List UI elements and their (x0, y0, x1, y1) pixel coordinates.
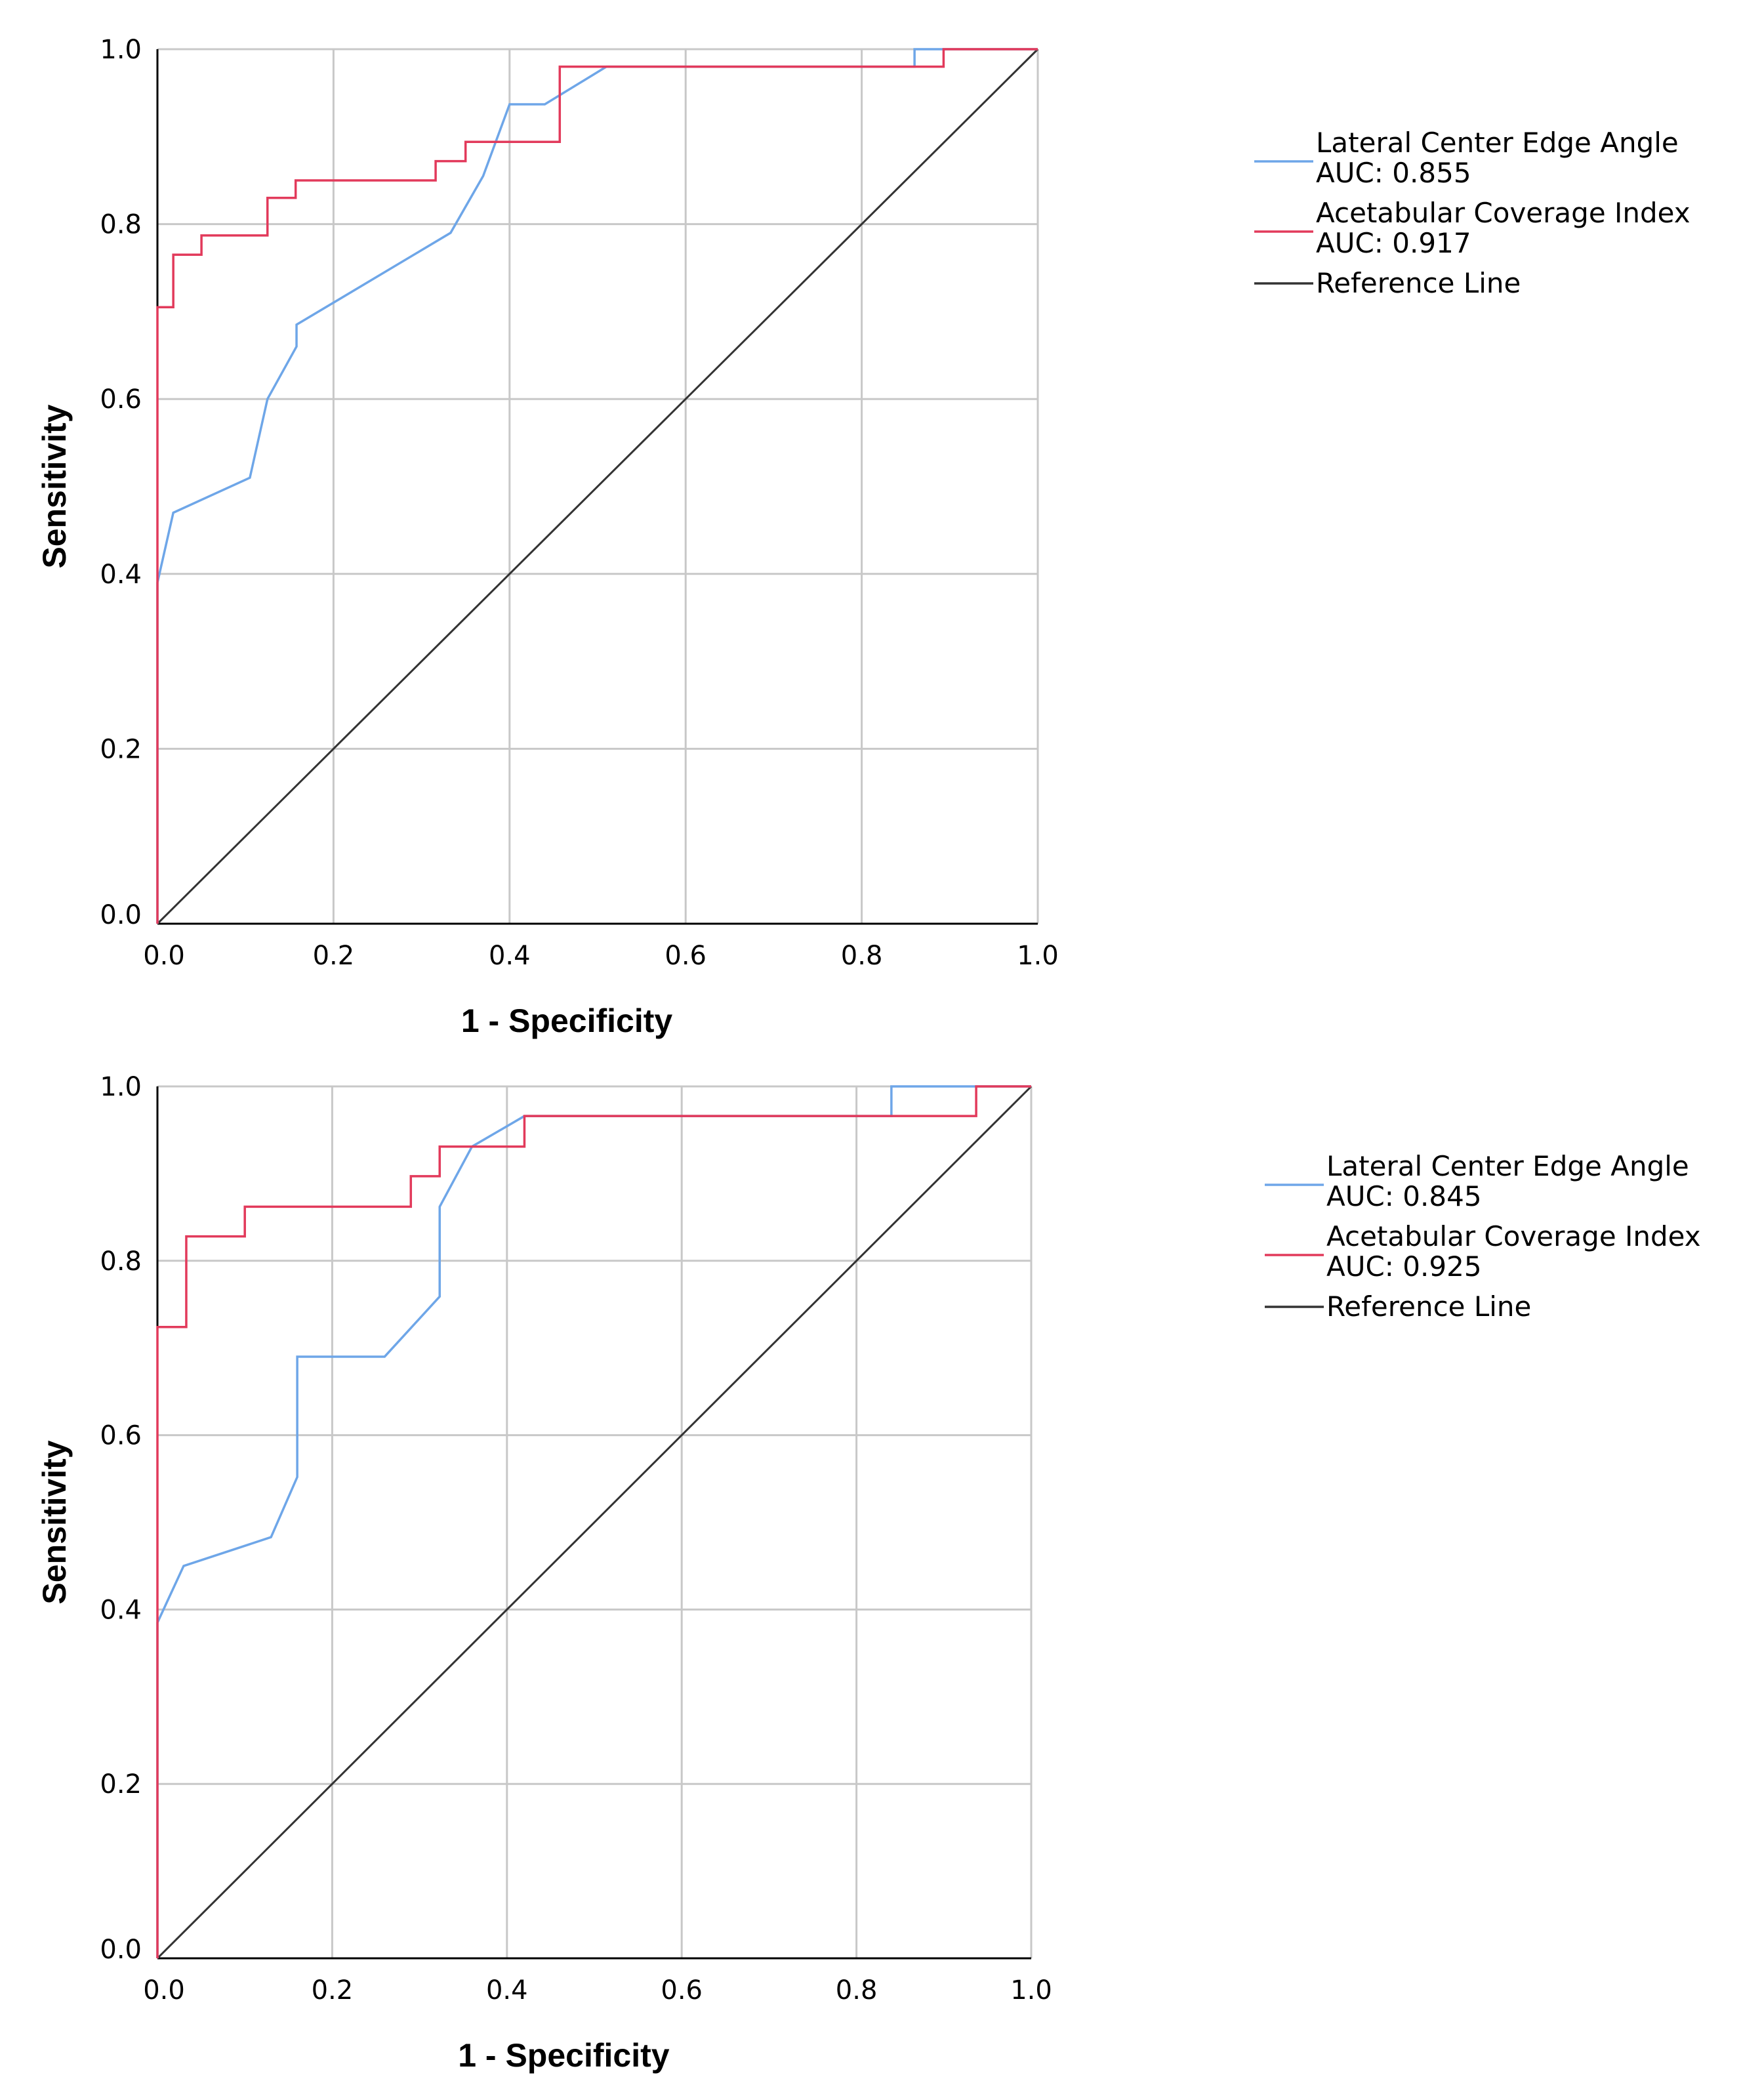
legend-auc-acetabular-coverage-index: AUC: 0.917 (1316, 227, 1471, 259)
x-axis-title: 1 - Specificity (458, 2037, 670, 2074)
legend-label-reference-line: Reference Line (1326, 1290, 1531, 1323)
x-tick-label: 0.0 (143, 1975, 185, 2006)
x-tick-label: 0.6 (661, 1975, 703, 2006)
y-tick-label: 0.0 (100, 900, 142, 930)
x-tick-label: 1.0 (1010, 1975, 1052, 2006)
series-line-acetabular-coverage-index (156, 48, 1038, 924)
legend-label-acetabular-coverage-index: Acetabular Coverage Index (1326, 1220, 1701, 1252)
x-tick-label: 0.8 (841, 941, 883, 971)
x-tick-label: 0.4 (489, 941, 531, 971)
y-tick-label: 0.2 (100, 734, 142, 764)
y-axis-title: Sensitivity (36, 404, 73, 568)
x-tick-label: 0.4 (486, 1975, 528, 2006)
legend-auc-lateral-center-edge-angle: AUC: 0.845 (1326, 1180, 1482, 1212)
series-line-reference-line (156, 48, 1039, 925)
y-tick-label: 1.0 (100, 35, 142, 65)
roc-chart-1: 0.0 0.2 0.4 0.6 0.8 1.0 0.0 0.2 0.4 0.6 0.8 1.0 1 - … (36, 35, 1690, 1039)
x-tick-label: 0.6 (665, 941, 707, 971)
y-tick-label: 1.0 (100, 1072, 142, 1102)
y-tick-label: 0.4 (100, 560, 142, 590)
x-tick-label: 0.2 (313, 941, 355, 971)
legend-label-acetabular-coverage-index: Acetabular Coverage Index (1316, 197, 1690, 229)
y-tick-label: 0.0 (100, 1935, 142, 1965)
series-line-acetabular-coverage-index (156, 1085, 1031, 1958)
legend-auc-acetabular-coverage-index: AUC: 0.925 (1326, 1250, 1482, 1283)
y-tick-label: 0.6 (100, 384, 142, 415)
legend-label-lateral-center-edge-angle: Lateral Center Edge Angle (1326, 1150, 1689, 1182)
roc-chart-2: 0.0 0.2 0.4 0.6 0.8 1.0 0.0 0.2 0.4 0.6 0.8 1.0 1 - … (36, 1072, 1701, 2074)
x-tick-label: 0.8 (836, 1975, 878, 2006)
series-line-reference-line (156, 1085, 1033, 1960)
y-tick-label: 0.2 (100, 1769, 142, 1800)
x-axis-title: 1 - Specificity (461, 1002, 673, 1039)
x-tick-label: 0.0 (143, 941, 185, 971)
y-tick-label: 0.4 (100, 1595, 142, 1625)
y-tick-label: 0.6 (100, 1421, 142, 1451)
legend-auc-lateral-center-edge-angle: AUC: 0.855 (1316, 157, 1471, 189)
y-axis-title: Sensitivity (36, 1440, 73, 1604)
x-tick-label: 0.2 (312, 1975, 354, 2006)
legend-label-reference-line: Reference Line (1316, 267, 1521, 299)
x-tick-label: 1.0 (1017, 941, 1059, 971)
y-tick-label: 0.8 (100, 210, 142, 240)
legend-label-lateral-center-edge-angle: Lateral Center Edge Angle (1316, 127, 1679, 159)
y-tick-label: 0.8 (100, 1246, 142, 1277)
